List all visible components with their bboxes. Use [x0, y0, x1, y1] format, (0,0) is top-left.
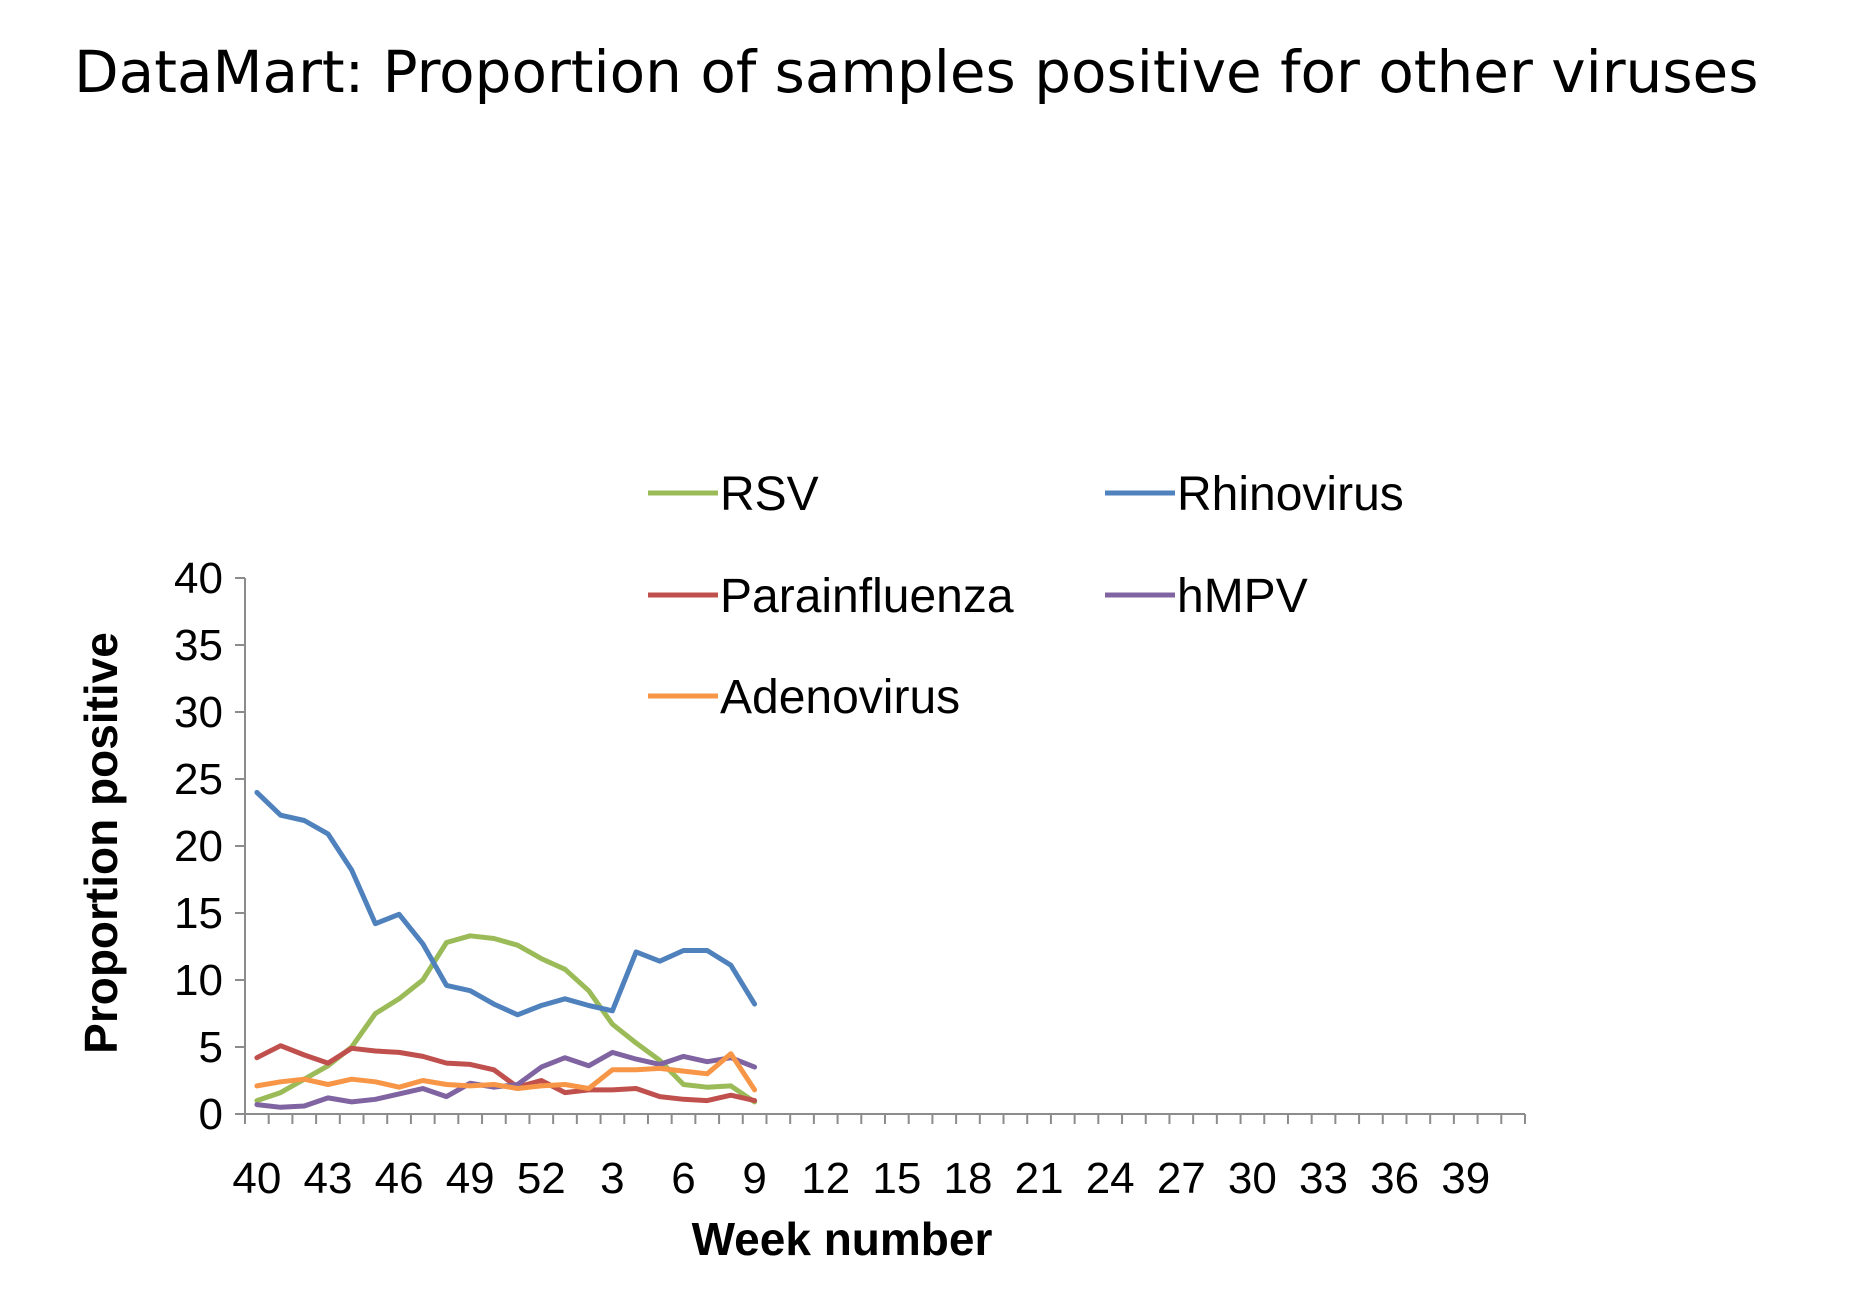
- y-axis-title: Proportion positive: [75, 632, 127, 1054]
- legend-label: RSV: [720, 468, 819, 521]
- x-axis: 40 43 46 49 52 3 6 9 12 15 18 21 24 27 30 33 36 39: [232, 1113, 1526, 1203]
- y-tick-label: 40: [174, 554, 223, 603]
- x-tick-label: 43: [303, 1154, 352, 1203]
- legend-item-rsv: RSV: [648, 468, 819, 521]
- series-line-rhinovirus: [254, 789, 758, 1018]
- y-tick-label: 35: [174, 621, 223, 670]
- x-tick-label: 15: [872, 1154, 921, 1203]
- x-tick-label: 18: [943, 1154, 992, 1203]
- page-title: DataMart: Proportion of samples positive…: [74, 38, 1759, 106]
- x-tick-label: 21: [1015, 1154, 1064, 1203]
- x-tick-label: 52: [517, 1154, 566, 1203]
- x-tick-label: 6: [671, 1154, 695, 1203]
- y-tick-label: 30: [174, 688, 223, 737]
- legend: RSV Rhinovirus Parainfluenza hMPV Adenovirus: [648, 468, 1404, 724]
- series-lines: [254, 789, 758, 1110]
- x-tick-label: 24: [1086, 1154, 1135, 1203]
- x-tick-label: 33: [1299, 1154, 1348, 1203]
- legend-item-hmpv: hMPV: [1105, 570, 1308, 623]
- x-tick-label: 49: [446, 1154, 495, 1203]
- legend-item-parainfluenza: Parainfluenza: [648, 570, 1014, 623]
- y-tick-label: 25: [174, 755, 223, 804]
- legend-label: Rhinovirus: [1177, 468, 1404, 521]
- legend-item-rhinovirus: Rhinovirus: [1105, 468, 1404, 521]
- legend-label: Parainfluenza: [720, 570, 1014, 623]
- legend-item-adenovirus: Adenovirus: [648, 671, 960, 724]
- y-tick-label: 20: [174, 822, 223, 871]
- x-tick-label: 36: [1370, 1154, 1419, 1203]
- y-tick-label: 5: [199, 1023, 223, 1072]
- x-tick-label: 9: [742, 1154, 766, 1203]
- x-tick-label: 27: [1157, 1154, 1206, 1203]
- series-line-parainfluenza: [254, 1043, 758, 1104]
- x-tick-label: 3: [600, 1154, 624, 1203]
- x-axis-title: Week number: [692, 1213, 993, 1265]
- y-tick-label: 15: [174, 889, 223, 938]
- legend-label: Adenovirus: [720, 671, 960, 724]
- legend-label: hMPV: [1177, 570, 1308, 623]
- y-tick-label: 10: [174, 956, 223, 1005]
- x-tick-label: 40: [232, 1154, 281, 1203]
- x-tick-label: 30: [1228, 1154, 1277, 1203]
- x-tick-label: 12: [801, 1154, 850, 1203]
- y-tick-label: 0: [199, 1090, 223, 1139]
- x-tick-label: 39: [1441, 1154, 1490, 1203]
- y-axis: 0 5 10 15 20 25 30 35 40: [174, 554, 246, 1139]
- series-line-adenovirus: [254, 1051, 758, 1093]
- x-tick-label: 46: [375, 1154, 424, 1203]
